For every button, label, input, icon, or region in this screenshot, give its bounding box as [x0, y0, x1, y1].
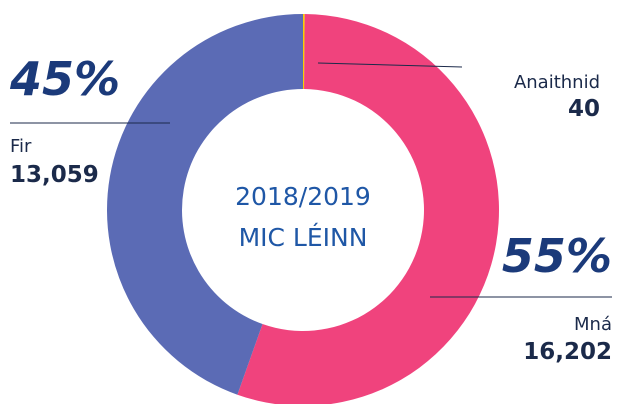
percentage-label: 45% — [9, 52, 120, 106]
donut-slice — [107, 14, 303, 395]
category-label: Anaithnid — [514, 72, 600, 93]
donut-slice — [237, 14, 499, 404]
center-label: MIC LÉINN — [239, 223, 368, 252]
value-label: 16,202 — [523, 339, 612, 365]
category-label: Fir — [10, 136, 32, 157]
percentage-label: 55% — [502, 229, 612, 283]
value-label: 40 — [568, 96, 600, 122]
category-label: Mná — [574, 314, 612, 335]
center-label: 2018/2019 — [235, 182, 371, 211]
value-label: 13,059 — [10, 162, 99, 188]
leader-line — [317, 62, 463, 68]
donut-slice — [303, 14, 305, 90]
